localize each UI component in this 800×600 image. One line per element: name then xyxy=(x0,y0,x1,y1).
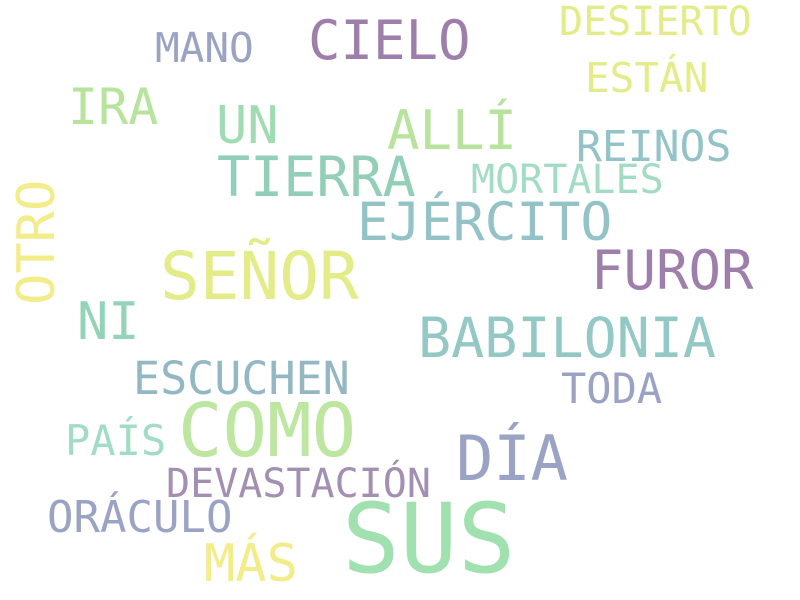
word-cielo: CIELO xyxy=(308,9,471,72)
word-pais: PAÍS xyxy=(65,416,167,465)
word-alli: ALLÍ xyxy=(387,99,518,162)
word-toda: TODA xyxy=(561,364,663,413)
word-ira: IRA xyxy=(68,78,159,136)
word-oraculo: ORÁCULO xyxy=(47,492,233,543)
word-dia: DÍA xyxy=(456,422,568,495)
word-devastacion: DEVASTACIÓN xyxy=(166,461,431,507)
word-reinos: REINOS xyxy=(576,122,732,172)
word-mas: MÁS xyxy=(204,534,298,594)
word-como: COMO xyxy=(178,388,357,474)
word-desierto: DESIERTO xyxy=(559,0,752,45)
word-furor: FUROR xyxy=(591,239,754,302)
word-babilonia: BABILONIA xyxy=(418,306,717,370)
word-mano: MANO xyxy=(155,24,254,72)
word-otro: OTRO xyxy=(7,179,67,305)
word-escuchen: ESCUCHEN xyxy=(133,352,350,405)
word-sus: SUS xyxy=(342,483,516,595)
word-un: UN xyxy=(216,96,279,156)
word-mortales: MORTALES xyxy=(471,157,664,203)
word-ejercito: EJÉRCITO xyxy=(357,192,613,253)
word-ni: NI xyxy=(77,292,140,352)
word-tierra: TIERRA xyxy=(217,145,416,209)
word-senor: SEÑOR xyxy=(160,238,359,315)
word-estan: ESTÁN xyxy=(585,54,709,102)
